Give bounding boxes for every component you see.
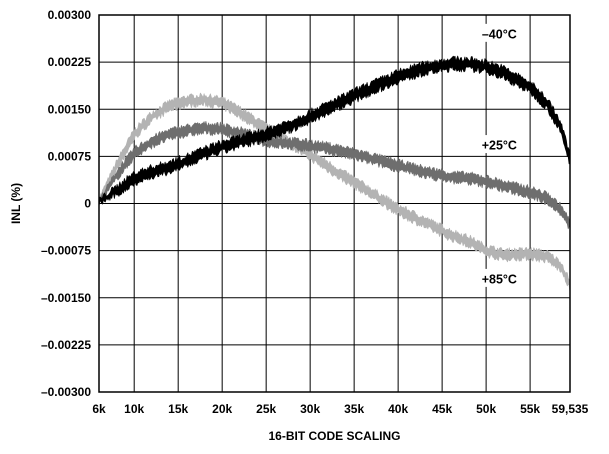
y-tick-label: –0.00225 bbox=[41, 338, 91, 352]
y-tick-label: 0.00225 bbox=[48, 55, 92, 69]
series-label: –40°C bbox=[482, 27, 517, 41]
x-tick-label: 10k bbox=[124, 402, 144, 416]
series-label: +25°C bbox=[482, 139, 517, 153]
x-tick-label: 15k bbox=[168, 402, 188, 416]
x-tick-label: 55k bbox=[520, 402, 540, 416]
y-tick-label: 0.00150 bbox=[48, 102, 92, 116]
x-tick-label: 6k bbox=[92, 402, 106, 416]
y-tick-label: 0.00300 bbox=[48, 8, 92, 22]
series-fill bbox=[99, 93, 570, 292]
y-tick-label: –0.00150 bbox=[41, 291, 91, 305]
y-tick-label: 0.00075 bbox=[48, 149, 92, 163]
x-axis-title: 16-BIT CODE SCALING bbox=[268, 429, 400, 443]
x-tick-label: 35k bbox=[344, 402, 364, 416]
y-axis-title: INL (%) bbox=[9, 183, 23, 224]
x-tick-label: 59,535 bbox=[552, 402, 589, 416]
x-tick-label: 30k bbox=[300, 402, 320, 416]
x-tick-label: 40k bbox=[388, 402, 408, 416]
series-label: +85°C bbox=[482, 272, 517, 286]
x-tick-label: 45k bbox=[432, 402, 452, 416]
series-band bbox=[99, 93, 570, 292]
y-tick-label: –0.00300 bbox=[41, 385, 91, 399]
x-tick-label: 25k bbox=[256, 402, 276, 416]
x-tick-label: 50k bbox=[476, 402, 496, 416]
y-tick-label: 0 bbox=[84, 197, 91, 211]
x-tick-label: 20k bbox=[212, 402, 232, 416]
y-tick-label: –0.00075 bbox=[41, 244, 91, 258]
series-layer bbox=[99, 56, 570, 292]
